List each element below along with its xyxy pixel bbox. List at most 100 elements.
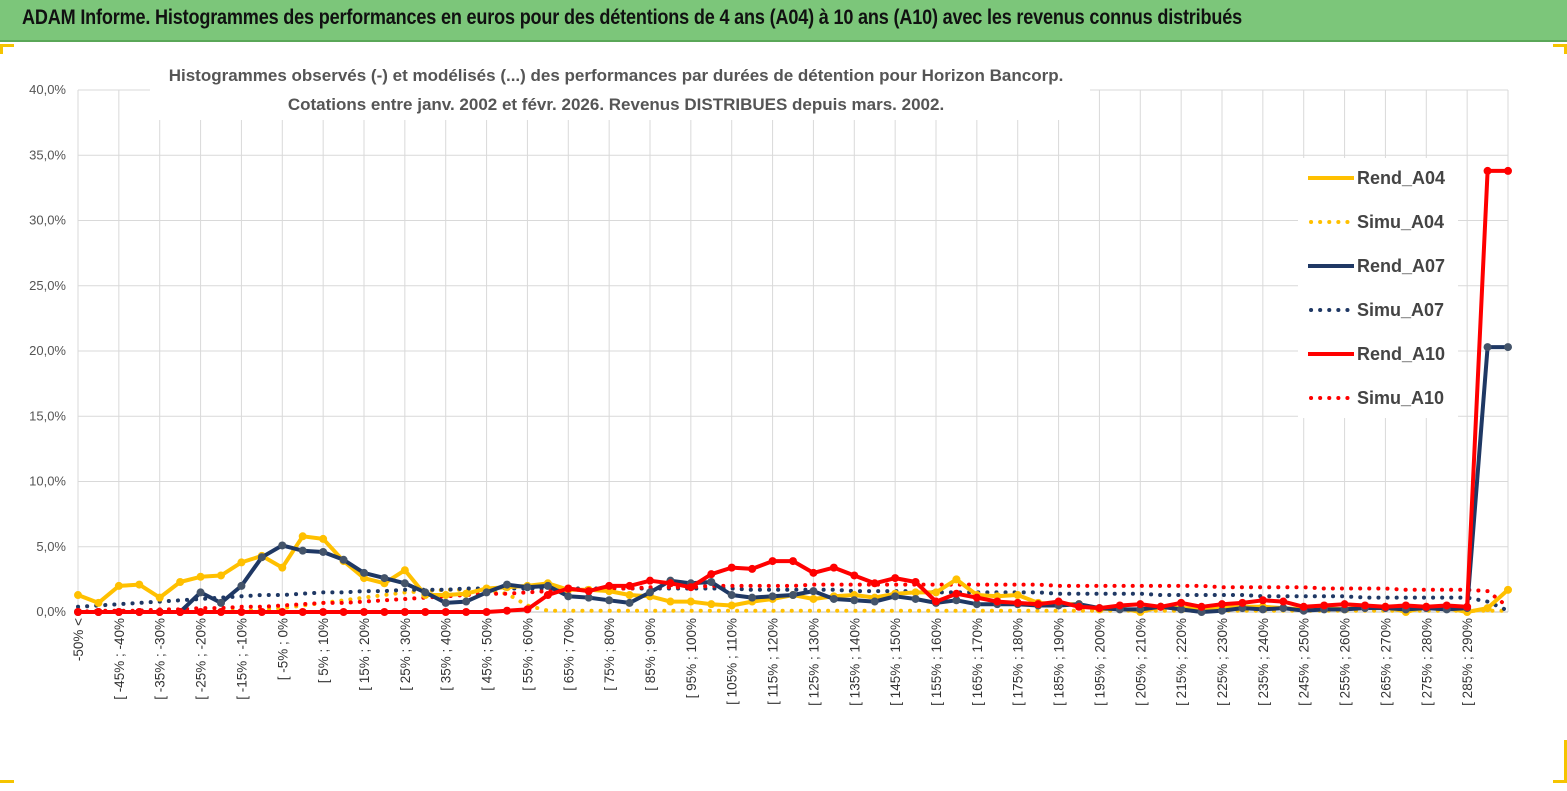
data-point-rend-a04: [217, 571, 225, 580]
x-axis: -50% < [ -45% ; -40% [ -35% ; -30% [ -25% ;…: [71, 618, 1475, 706]
data-point-rend-a07: [196, 588, 205, 597]
x-tick-label: [ 125% ; 130%: [806, 618, 821, 706]
x-tick-label: [ 245% ; 250%: [1297, 618, 1312, 706]
x-tick-label: [ 45% ; 50%: [480, 618, 495, 691]
data-point-rend-a10: [1504, 166, 1512, 175]
data-point-rend-a04: [462, 589, 471, 598]
y-tick-label: 40,0%: [29, 82, 66, 97]
data-point-rend-a10: [809, 568, 818, 577]
y-tick-label: 5,0%: [36, 539, 66, 554]
data-point-rend-a04: [319, 534, 328, 543]
data-point-rend-a07: [319, 547, 328, 556]
data-point-rend-a10: [1177, 598, 1186, 607]
data-point-rend-a10: [911, 577, 920, 586]
x-tick-label: [ 15% ; 20%: [357, 618, 372, 691]
data-point-rend-a10: [829, 563, 838, 572]
data-point-rend-a07: [646, 588, 654, 597]
data-point-rend-a04: [74, 591, 82, 600]
x-tick-label: [ 205% ; 210%: [1133, 618, 1148, 706]
data-point-rend-a07: [809, 587, 818, 596]
data-point-rend-a10: [972, 593, 981, 602]
x-tick-label: [ 255% ; 260%: [1338, 618, 1353, 706]
data-point-rend-a10: [1054, 597, 1063, 606]
data-point-rend-a10: [1095, 604, 1104, 613]
data-point-rend-a07: [278, 541, 287, 550]
grid: [77, 89, 1509, 613]
x-tick-label: [ 195% ; 200%: [1092, 618, 1107, 706]
legend-label-simu-a04: Simu_A04: [1357, 212, 1444, 232]
data-point-rend-a10: [1115, 601, 1124, 610]
corner-accent-bottom-right: [1553, 780, 1567, 783]
y-tick-label: 10,0%: [29, 474, 66, 489]
data-point-rend-a07: [748, 593, 757, 602]
data-point-rend-a07: [870, 597, 879, 606]
data-point-rend-a10: [339, 608, 348, 616]
data-point-rend-a10: [155, 608, 164, 616]
data-point-rend-a07: [727, 591, 736, 600]
data-point-rend-a10: [1299, 602, 1308, 611]
data-point-rend-a04: [686, 597, 695, 606]
data-point-rend-a07: [584, 593, 593, 602]
data-point-rend-a07: [503, 580, 511, 589]
data-point-rend-a04: [94, 598, 103, 607]
data-point-rend-a07: [1177, 605, 1186, 614]
data-point-rend-a10: [380, 608, 389, 616]
data-point-rend-a04: [727, 601, 736, 610]
data-point-rend-a07: [421, 588, 430, 597]
data-point-rend-a10: [870, 579, 879, 588]
x-tick-label: [ -25% ; -20%: [194, 618, 209, 700]
data-point-rend-a10: [1340, 600, 1349, 609]
series-line-simu-a07: [76, 586, 1510, 613]
x-tick-label: [ 225% ; 230%: [1215, 618, 1230, 706]
x-tick-label: [ 115% ; 120%: [766, 618, 781, 705]
data-point-rend-a04: [196, 572, 205, 581]
data-point-rend-a10: [768, 557, 777, 566]
x-tick-label: [ 25% ; 30%: [398, 618, 413, 691]
corner-accent-top-right: [1553, 44, 1567, 47]
data-point-rend-a10: [1034, 600, 1043, 609]
x-tick-label: [ 95% ; 100%: [684, 618, 699, 698]
data-point-rend-a10: [646, 576, 654, 585]
x-tick-label: [ 105% ; 110%: [725, 618, 740, 705]
data-point-rend-a10: [462, 608, 471, 616]
data-point-rend-a10: [176, 608, 185, 616]
data-point-rend-a04: [666, 597, 675, 606]
data-point-rend-a10: [114, 608, 123, 616]
data-point-rend-a04: [176, 577, 185, 586]
data-point-rend-a10: [993, 597, 1002, 606]
data-point-rend-a10: [523, 605, 532, 614]
data-point-rend-a07: [298, 546, 307, 555]
data-point-rend-a10: [1197, 602, 1206, 611]
data-point-rend-a10: [952, 589, 961, 598]
x-tick-label: [ 35% ; 40%: [439, 618, 454, 691]
corner-accent-top-left: [0, 44, 14, 47]
data-point-rend-a10: [1075, 602, 1083, 611]
corner-accent-bottom-left: [0, 780, 14, 783]
x-tick-label: [ 135% ; 140%: [847, 618, 862, 706]
data-point-rend-a07: [911, 594, 920, 603]
data-point-rend-a07: [789, 591, 797, 600]
legend-label-simu-a10: Simu_A10: [1357, 388, 1444, 408]
data-point-rend-a07: [400, 579, 409, 588]
data-point-rend-a04: [114, 581, 123, 590]
series-line-simu-a10: [76, 582, 1510, 614]
data-point-rend-a10: [625, 581, 634, 590]
x-tick-label: [ 65% ; 70%: [561, 618, 576, 691]
data-point-rend-a10: [94, 608, 103, 616]
legend-label-rend-a07: Rend_A07: [1357, 256, 1445, 276]
data-point-rend-a10: [1156, 602, 1165, 611]
data-point-rend-a10: [1401, 601, 1410, 610]
data-point-rend-a10: [932, 597, 940, 606]
data-point-rend-a07: [360, 568, 368, 577]
x-tick-label: [ -45% ; -40%: [112, 618, 127, 700]
x-tick-label: [ 55% ; 60%: [520, 618, 535, 691]
data-point-rend-a10: [1381, 602, 1390, 611]
x-tick-label: [ 75% ; 80%: [602, 618, 617, 691]
data-point-rend-a10: [360, 608, 368, 616]
data-point-rend-a10: [135, 608, 144, 616]
x-tick-label: [ 145% ; 150%: [888, 618, 903, 706]
x-tick-label: [ 185% ; 190%: [1052, 618, 1067, 706]
data-point-rend-a10: [1136, 600, 1145, 609]
legend-label-rend-a10: Rend_A10: [1357, 344, 1445, 364]
data-point-rend-a10: [1279, 597, 1288, 606]
